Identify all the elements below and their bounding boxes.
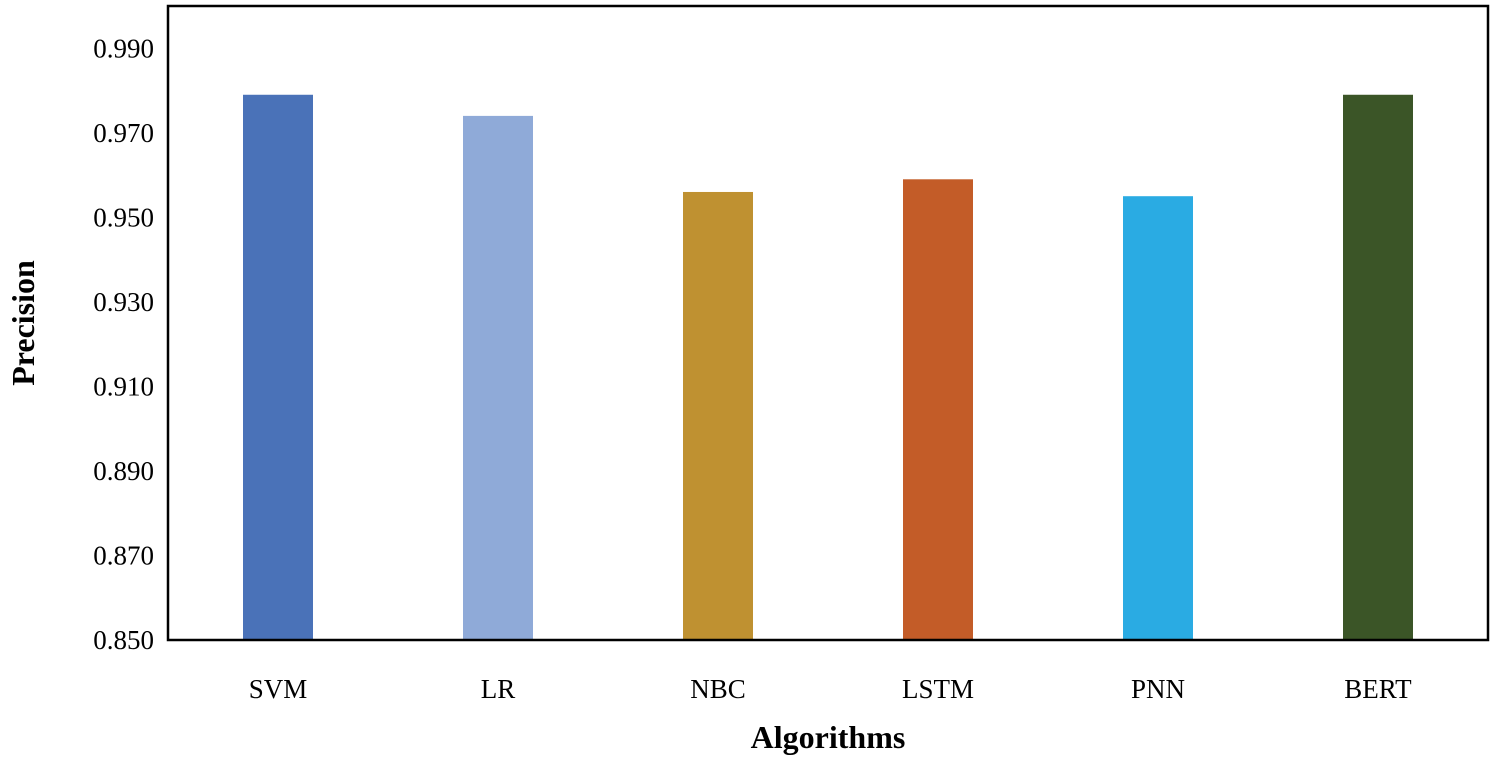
- bar-lr: [463, 115, 533, 641]
- y-tick-label: 0.890: [93, 456, 154, 486]
- x-tick-label: LSTM: [902, 674, 974, 704]
- bar-bert: [1343, 94, 1413, 640]
- y-tick-label: 0.930: [93, 287, 154, 317]
- y-tick-label: 0.910: [93, 371, 154, 401]
- x-tick-label: SVM: [249, 674, 308, 704]
- x-tick-label: PNN: [1131, 674, 1185, 704]
- y-axis-ticks: 0.850 0.870 0.890 0.910 0.930 0.950 0.970 0.990: [93, 33, 154, 655]
- y-tick-label: 0.970: [93, 118, 154, 148]
- x-axis-title: Algorithms: [751, 719, 906, 755]
- x-tick-label: LR: [481, 674, 516, 704]
- x-tick-label: NBC: [690, 674, 746, 704]
- y-tick-label: 0.950: [93, 202, 154, 232]
- x-tick-label: BERT: [1344, 674, 1412, 704]
- bar-lstm: [903, 179, 973, 640]
- y-tick-label: 0.990: [93, 33, 154, 63]
- y-tick-label: 0.870: [93, 540, 154, 570]
- y-tick-label: 0.850: [93, 625, 154, 655]
- bars: [243, 94, 1413, 641]
- plot-frame: [166, 4, 1490, 642]
- x-axis-ticks: SVM LR NBC LSTM PNN BERT: [249, 674, 1412, 704]
- bar-pnn: [1123, 196, 1193, 640]
- y-axis-title: Precision: [5, 260, 41, 386]
- bar-nbc: [683, 191, 753, 640]
- bar-svm: [243, 94, 313, 640]
